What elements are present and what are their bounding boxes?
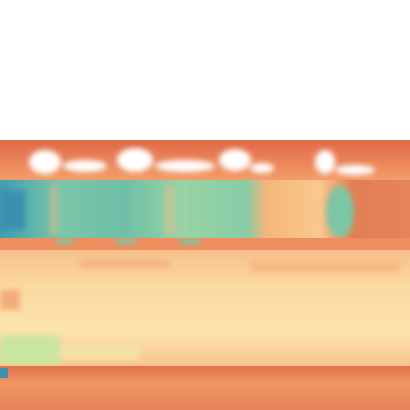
- foreground: [0, 366, 410, 410]
- sky: [0, 0, 410, 140]
- ground-details: [0, 260, 400, 365]
- edge: [0, 368, 8, 378]
- upper-band: [0, 140, 410, 182]
- white-blobs: [29, 148, 375, 175]
- teal-details: [0, 185, 354, 238]
- dots: [55, 239, 202, 245]
- divider: [0, 238, 410, 250]
